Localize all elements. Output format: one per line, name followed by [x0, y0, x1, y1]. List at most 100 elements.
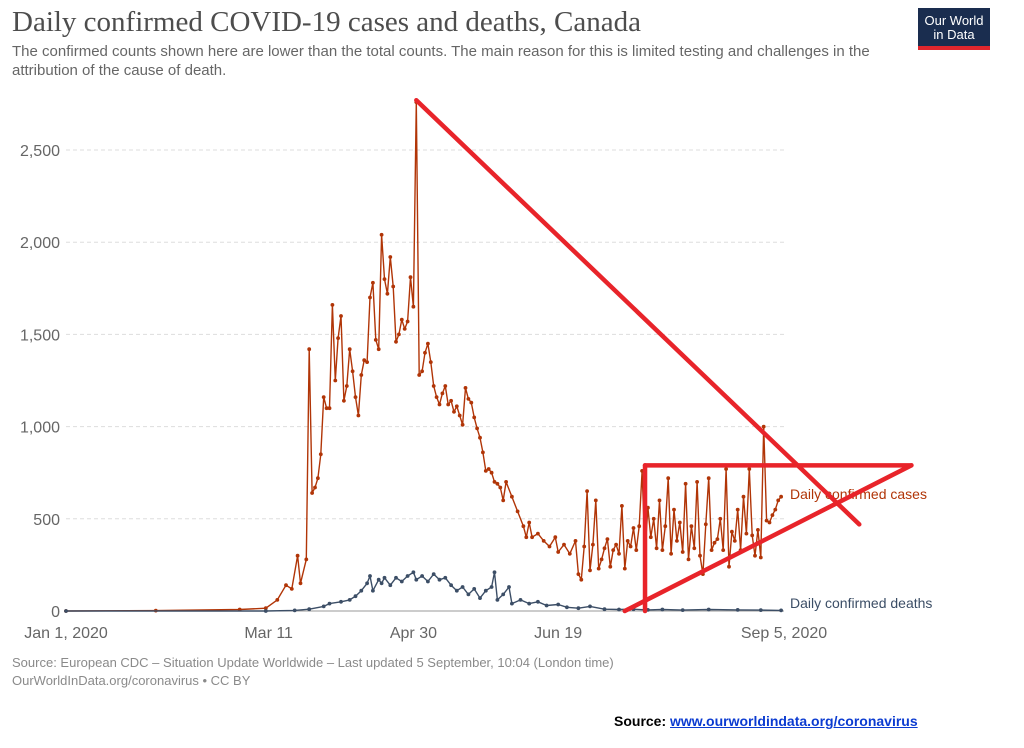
- cases-point: [399, 317, 404, 322]
- cases-point: [431, 384, 436, 388]
- cases-point: [582, 544, 587, 549]
- cases-point: [426, 341, 430, 346]
- cases-point: [709, 548, 714, 552]
- cases-point: [408, 275, 413, 280]
- source-link-line: Source: www.ourworldindata.org/coronavir…: [614, 713, 918, 729]
- cases-point: [727, 564, 731, 569]
- cases-point: [611, 548, 616, 552]
- y-tick-label: 1,000: [20, 420, 60, 437]
- cases-point: [417, 373, 422, 377]
- cases-point: [524, 535, 529, 540]
- cases-point: [359, 373, 364, 377]
- cases-point: [750, 533, 755, 538]
- cases-point: [596, 566, 601, 571]
- cases-point: [463, 386, 468, 390]
- cases-point: [556, 550, 561, 554]
- deaths-point: [495, 598, 500, 602]
- y-tick-label: 500: [33, 512, 60, 529]
- cases-point: [715, 537, 720, 541]
- cases-point: [446, 402, 451, 407]
- cases-point: [651, 516, 656, 521]
- deaths-point: [353, 594, 358, 599]
- deaths-point: [321, 604, 326, 609]
- cases-point: [469, 400, 474, 405]
- y-tick-label: 0: [51, 604, 60, 621]
- deaths-point: [472, 587, 477, 591]
- deaths-point: [680, 608, 685, 612]
- cases-point: [423, 350, 427, 355]
- deaths-point: [544, 603, 549, 608]
- y-tick-label: 2,500: [20, 143, 60, 160]
- x-tick-label: Jan 1, 2020: [24, 625, 108, 642]
- cases-point: [562, 542, 566, 547]
- cases-point: [660, 548, 665, 552]
- cases-point: [504, 480, 508, 484]
- cases-point: [654, 546, 659, 551]
- cases-point: [481, 450, 485, 455]
- cases-point: [686, 557, 691, 562]
- cases-point: [553, 535, 558, 540]
- cases-point: [486, 467, 491, 471]
- cases-point: [307, 347, 312, 352]
- cases-point: [344, 384, 349, 388]
- cases-point: [773, 507, 778, 512]
- cases-point: [275, 598, 280, 602]
- cases-point: [573, 539, 578, 543]
- deaths-series-line: [66, 571, 782, 612]
- cases-point: [489, 470, 494, 475]
- cases-point: [721, 548, 726, 552]
- cases-point: [756, 528, 760, 532]
- cases-point: [434, 395, 439, 399]
- cases-point: [362, 358, 367, 363]
- deaths-point: [507, 585, 511, 589]
- cases-point: [666, 476, 671, 481]
- deaths-point: [379, 581, 384, 586]
- annotation-line: [414, 97, 862, 527]
- deaths-point: [292, 608, 297, 613]
- y-tick-label: 1,500: [20, 327, 60, 344]
- deaths-point: [426, 579, 430, 584]
- cases-point: [593, 498, 598, 503]
- cases-point: [680, 550, 685, 554]
- deaths-point: [735, 608, 740, 612]
- cases-point: [712, 540, 717, 545]
- cases-point: [289, 587, 294, 591]
- deaths-point: [365, 581, 369, 586]
- deaths-point: [758, 608, 763, 612]
- cases-point: [321, 395, 326, 399]
- deaths-point: [527, 601, 532, 606]
- cases-point: [336, 336, 340, 340]
- cases-point: [356, 413, 361, 418]
- cases-point: [683, 481, 688, 486]
- cases-point: [753, 553, 757, 558]
- owid-logo[interactable]: Our World in Data: [918, 8, 990, 50]
- deaths-point: [327, 601, 332, 606]
- deaths-point: [411, 570, 416, 575]
- chart-title: Daily confirmed COVID-19 cases and death…: [12, 6, 641, 38]
- cases-point: [547, 544, 552, 549]
- deaths-point: [483, 588, 488, 593]
- cases-point: [628, 544, 633, 549]
- cases-point: [530, 535, 534, 540]
- cases-point: [599, 557, 604, 562]
- deaths-point: [420, 574, 424, 578]
- cases-point: [622, 566, 627, 571]
- cases-point: [576, 572, 581, 576]
- cases-point: [339, 314, 343, 318]
- source-link[interactable]: www.ourworldindata.org/coronavirus: [670, 713, 918, 729]
- cases-point: [764, 518, 769, 523]
- cases-point: [454, 404, 459, 409]
- cases-point: [388, 255, 393, 259]
- cases-point: [368, 295, 372, 300]
- cases-point: [295, 553, 300, 558]
- cases-point: [591, 542, 595, 547]
- cases-point: [324, 406, 329, 411]
- deaths-series-label: Daily confirmed deaths: [790, 595, 932, 611]
- footer-source: Source: European CDC – Situation Update …: [12, 655, 614, 670]
- footer-credit: OurWorldInData.org/coronavirus • CC BY: [12, 673, 251, 688]
- cases-point: [391, 284, 396, 289]
- deaths-point: [449, 583, 453, 588]
- cases-point: [327, 406, 332, 411]
- x-tick-label: Jun 19: [534, 625, 582, 642]
- deaths-point: [376, 577, 381, 582]
